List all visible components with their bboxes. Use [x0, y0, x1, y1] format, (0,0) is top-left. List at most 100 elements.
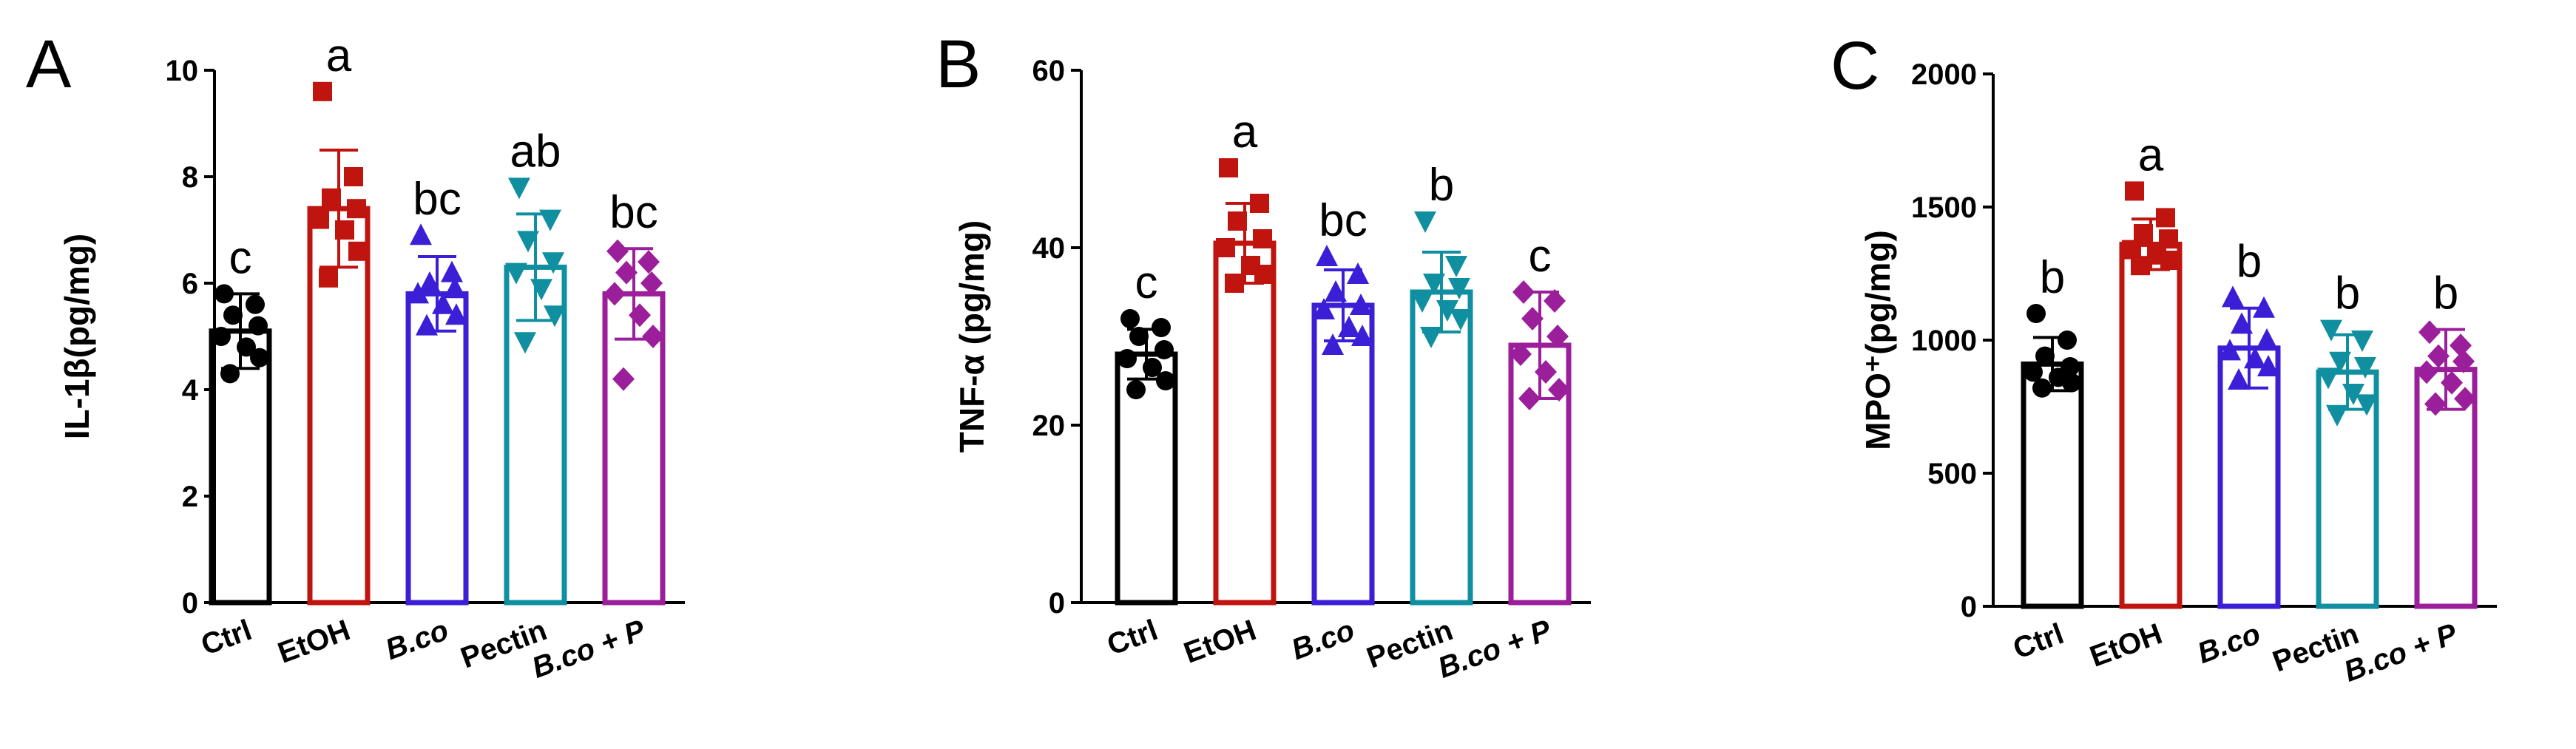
data-point	[249, 316, 268, 336]
data-point	[640, 271, 663, 295]
data-point	[2156, 208, 2175, 228]
data-point	[246, 294, 265, 314]
panel-letter: A	[26, 27, 72, 102]
data-point	[2427, 344, 2450, 368]
x-category-label: Ctrl	[1103, 614, 1162, 662]
x-category-label: B.co + P	[528, 614, 650, 685]
data-point	[1535, 360, 1557, 384]
x-category-label: EtOH	[2086, 617, 2166, 674]
y-tick-label: 4	[182, 374, 199, 407]
data-point	[2416, 360, 2438, 384]
data-point	[2454, 387, 2476, 411]
data-point	[441, 260, 463, 282]
data-point	[347, 199, 366, 219]
y-axis-label: TNF-α (pg/mg)	[953, 220, 991, 453]
significance-letter: a	[326, 30, 352, 81]
data-point	[1129, 327, 1149, 346]
data-point	[539, 209, 561, 231]
data-point	[223, 305, 243, 325]
data-point	[1325, 280, 1347, 302]
data-point	[1225, 274, 1244, 293]
y-tick-label: 1000	[1911, 325, 1977, 357]
data-point	[1450, 309, 1472, 331]
data-point	[2125, 181, 2144, 201]
y-tick-label: 10	[166, 55, 199, 87]
significance-letter: b	[2040, 252, 2065, 303]
data-point	[642, 325, 664, 348]
x-category-label: Ctrl	[197, 614, 256, 662]
data-point	[214, 284, 234, 304]
data-point	[1155, 340, 1174, 359]
data-point	[237, 337, 256, 357]
data-point	[407, 282, 429, 304]
significance-letter: bc	[609, 187, 657, 238]
data-point	[1316, 245, 1338, 266]
significance-letter: a	[2138, 129, 2164, 180]
data-point	[445, 303, 467, 325]
data-point	[2450, 333, 2472, 358]
data-point	[212, 327, 231, 346]
data-point	[2256, 328, 2278, 350]
data-point	[1411, 291, 1433, 313]
data-point	[544, 305, 566, 328]
x-category-label: Ctrl	[2009, 617, 2068, 665]
data-point	[2441, 370, 2463, 395]
significance-letter: b	[1429, 160, 1454, 211]
data-point	[310, 209, 329, 229]
data-point	[542, 252, 564, 274]
data-point	[1512, 280, 1535, 304]
data-point	[1347, 262, 1369, 284]
data-point	[416, 314, 438, 336]
data-point	[2351, 331, 2373, 352]
data-point	[508, 177, 530, 200]
data-point	[2326, 404, 2348, 427]
y-tick-label: 40	[1032, 232, 1066, 265]
data-point	[2418, 320, 2441, 345]
significance-letter: bc	[1319, 195, 1367, 246]
y-tick-label: 1500	[1911, 192, 1977, 224]
data-point	[1423, 274, 1445, 295]
data-point	[514, 332, 536, 354]
significance-letter: a	[1232, 106, 1258, 157]
data-point	[1216, 238, 1235, 257]
y-axis-label: IL-1β(pg/mg)	[58, 234, 96, 439]
data-point	[2253, 296, 2275, 318]
data-point	[322, 188, 341, 208]
data-point	[1445, 256, 1467, 277]
panel-A: AIL-1β(pg/mg)0246810cCtrlaEtOHbcB.coabPe…	[26, 27, 685, 685]
data-point	[615, 260, 638, 285]
data-point	[1313, 298, 1335, 319]
data-point	[638, 250, 660, 274]
data-point	[1518, 387, 1541, 410]
y-tick-label: 500	[1927, 458, 1977, 490]
y-tick-label: 2000	[1911, 58, 1977, 91]
data-point	[606, 239, 629, 263]
data-point	[604, 282, 626, 306]
y-tick-label: 60	[1032, 55, 1066, 87]
x-category-label: B.co	[1288, 614, 1359, 666]
data-point	[220, 364, 240, 384]
y-tick-label: 20	[1032, 410, 1066, 442]
data-point	[2320, 319, 2342, 342]
data-point	[2024, 362, 2043, 382]
data-point	[2424, 392, 2447, 416]
data-point	[1510, 342, 1532, 366]
data-point	[1521, 307, 1544, 331]
data-point	[2058, 331, 2077, 350]
data-point	[530, 279, 552, 301]
data-point	[1254, 265, 1274, 284]
bar-pectin	[1410, 289, 1473, 606]
data-point	[1322, 333, 1344, 355]
data-point	[2452, 349, 2475, 373]
data-point	[2032, 378, 2052, 398]
data-point	[612, 367, 635, 391]
data-point	[1219, 158, 1238, 177]
data-point	[2035, 346, 2055, 366]
data-point	[505, 262, 527, 285]
data-point	[1250, 194, 1269, 213]
bar-b-co	[1311, 302, 1375, 606]
data-point	[1120, 309, 1140, 328]
data-point	[432, 292, 454, 314]
significance-letter: c	[229, 232, 252, 283]
